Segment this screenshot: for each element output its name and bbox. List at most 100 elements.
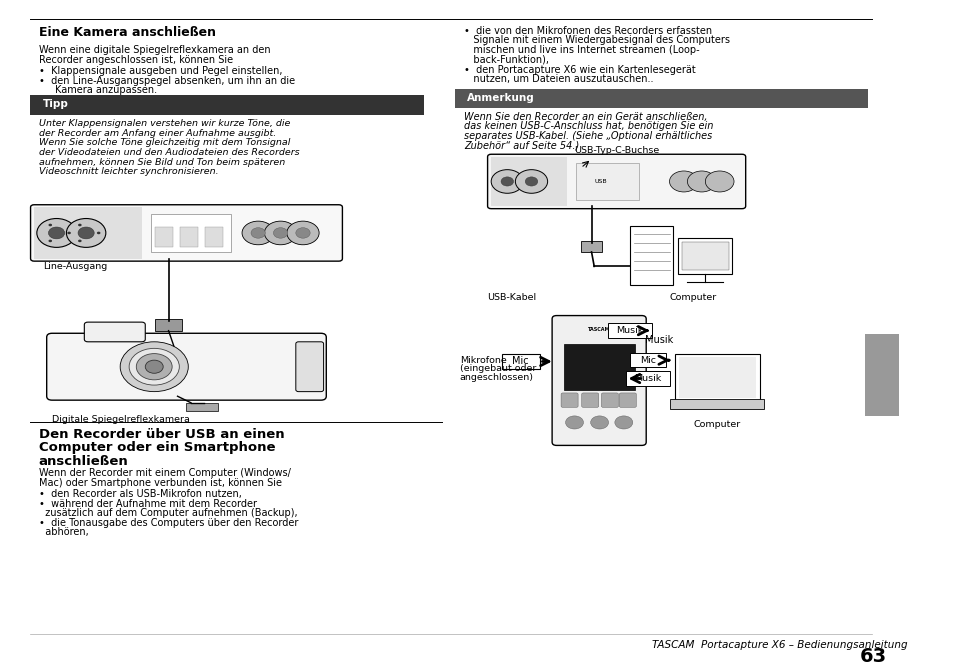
Text: Musik: Musik [634, 374, 661, 383]
Text: Wenn Sie den Recorder an ein Gerät anschließen,: Wenn Sie den Recorder an ein Gerät ansch… [464, 111, 707, 121]
Text: Computer: Computer [693, 421, 740, 429]
Text: •  die Tonausgabe des Computers über den Recorder: • die Tonausgabe des Computers über den … [38, 517, 297, 527]
Circle shape [614, 416, 632, 429]
Text: TASCAM: TASCAM [587, 327, 610, 331]
Circle shape [251, 227, 265, 238]
Circle shape [67, 219, 106, 248]
Text: USB-Typ-C-Buchse: USB-Typ-C-Buchse [574, 146, 659, 155]
FancyBboxPatch shape [30, 95, 423, 115]
FancyBboxPatch shape [151, 214, 231, 252]
Circle shape [274, 227, 288, 238]
Circle shape [68, 231, 71, 234]
FancyBboxPatch shape [205, 227, 223, 247]
Text: Computer oder ein Smartphone: Computer oder ein Smartphone [38, 442, 274, 454]
Text: •  den Recorder als USB-Mikrofon nutzen,: • den Recorder als USB-Mikrofon nutzen, [38, 488, 241, 499]
Text: Eine Kamera anschließen: Eine Kamera anschließen [38, 25, 215, 39]
Text: Wenn Sie solche Töne gleichzeitig mit dem Tonsignal: Wenn Sie solche Töne gleichzeitig mit de… [38, 138, 290, 147]
Text: das keinen USB-C-Anschluss hat, benötigen Sie ein: das keinen USB-C-Anschluss hat, benötige… [464, 121, 713, 132]
FancyBboxPatch shape [491, 157, 567, 206]
Circle shape [78, 223, 82, 226]
Circle shape [704, 171, 733, 192]
Circle shape [242, 221, 274, 245]
FancyBboxPatch shape [580, 242, 601, 252]
Text: aufnehmen, können Sie Bild und Ton beim späteren: aufnehmen, können Sie Bild und Ton beim … [38, 158, 285, 166]
Text: anschließen: anschließen [38, 455, 129, 468]
Circle shape [78, 240, 82, 242]
Circle shape [525, 177, 537, 186]
FancyBboxPatch shape [455, 89, 866, 108]
FancyBboxPatch shape [678, 238, 732, 274]
Circle shape [49, 240, 52, 242]
FancyBboxPatch shape [607, 323, 652, 338]
Circle shape [136, 354, 172, 380]
Text: mischen und live ins Internet streamen (Loop-: mischen und live ins Internet streamen (… [464, 45, 700, 55]
Text: TASCAM  Portacapture X6 – Bedienungsanleitung: TASCAM Portacapture X6 – Bedienungsanlei… [652, 640, 907, 650]
Text: Wenn eine digitale Spiegelreflexkamera an den: Wenn eine digitale Spiegelreflexkamera a… [38, 46, 270, 56]
Circle shape [295, 227, 310, 238]
Circle shape [590, 416, 608, 429]
Circle shape [49, 227, 65, 239]
FancyBboxPatch shape [563, 344, 634, 390]
Text: Videoschnitt leichter synchronisieren.: Videoschnitt leichter synchronisieren. [38, 167, 218, 176]
Text: Mic: Mic [639, 356, 656, 364]
FancyBboxPatch shape [552, 315, 645, 446]
Text: Musik: Musik [644, 336, 672, 346]
Text: Signale mit einem Wiedergabesignal des Computers: Signale mit einem Wiedergabesignal des C… [464, 36, 730, 46]
FancyBboxPatch shape [180, 227, 198, 247]
FancyBboxPatch shape [30, 205, 342, 261]
Text: Digitale Spiegelreflexkamera: Digitale Spiegelreflexkamera [52, 415, 190, 423]
Text: Line-Ausgang: Line-Ausgang [43, 262, 108, 272]
Text: Mac) oder Smartphone verbunden ist, können Sie: Mac) oder Smartphone verbunden ist, könn… [38, 478, 281, 488]
Text: Zubehör“ auf Seite 54.): Zubehör“ auf Seite 54.) [464, 141, 578, 151]
Text: Mic: Mic [512, 356, 529, 366]
FancyBboxPatch shape [581, 393, 598, 407]
Text: nutzen, um Dateien auszutauschen..: nutzen, um Dateien auszutauschen.. [464, 74, 653, 85]
Text: Musik: Musik [616, 326, 643, 335]
FancyBboxPatch shape [618, 393, 636, 407]
Text: Computer: Computer [669, 293, 716, 302]
Text: Den Recorder über USB an einen: Den Recorder über USB an einen [38, 427, 284, 441]
Circle shape [491, 170, 523, 193]
Text: der Videodateien und den Audiodateien des Recorders: der Videodateien und den Audiodateien de… [38, 148, 299, 157]
Text: •  während der Aufnahme mit dem Recorder: • während der Aufnahme mit dem Recorder [38, 499, 256, 509]
Circle shape [669, 171, 698, 192]
FancyBboxPatch shape [629, 353, 665, 367]
Text: USB: USB [594, 179, 606, 184]
Text: Kamera anzupassen.: Kamera anzupassen. [54, 85, 156, 95]
Circle shape [515, 170, 547, 193]
FancyBboxPatch shape [155, 227, 172, 247]
Text: separates USB-Kabel. (Siehe „Optional erhältliches: separates USB-Kabel. (Siehe „Optional er… [464, 131, 712, 141]
Text: Recorder angeschlossen ist, können Sie: Recorder angeschlossen ist, können Sie [38, 54, 233, 64]
FancyBboxPatch shape [681, 242, 728, 270]
FancyBboxPatch shape [155, 319, 182, 331]
FancyBboxPatch shape [501, 354, 539, 369]
Text: abhören,: abhören, [38, 527, 89, 537]
FancyBboxPatch shape [487, 154, 745, 209]
Text: Tipp: Tipp [43, 99, 69, 109]
FancyBboxPatch shape [625, 371, 670, 386]
Text: Unter Klappensignalen verstehen wir kurze Töne, die: Unter Klappensignalen verstehen wir kurz… [38, 119, 290, 128]
Text: zusätzlich auf dem Computer aufnehmen (Backup),: zusätzlich auf dem Computer aufnehmen (B… [38, 508, 297, 518]
Circle shape [500, 177, 513, 186]
Circle shape [687, 171, 716, 192]
FancyBboxPatch shape [34, 207, 142, 258]
FancyBboxPatch shape [670, 399, 763, 409]
Circle shape [145, 360, 163, 373]
FancyBboxPatch shape [629, 225, 673, 285]
Text: •  Klappensignale ausgeben und Pegel einstellen,: • Klappensignale ausgeben und Pegel eins… [38, 66, 282, 76]
Text: Anmerkung: Anmerkung [466, 93, 535, 103]
Text: •  die von den Mikrofonen des Recorders erfassten: • die von den Mikrofonen des Recorders e… [464, 25, 712, 36]
Text: 63: 63 [859, 647, 885, 666]
FancyBboxPatch shape [674, 354, 760, 401]
Circle shape [37, 219, 76, 248]
FancyBboxPatch shape [576, 164, 639, 199]
Text: •  den Portacapture X6 wie ein Kartenlesegerät: • den Portacapture X6 wie ein Kartenlese… [464, 64, 696, 74]
Circle shape [49, 223, 52, 226]
Text: Mikrofone: Mikrofone [459, 356, 506, 364]
Circle shape [129, 348, 179, 385]
Bar [864, 334, 898, 416]
Text: back-Funktion),: back-Funktion), [464, 55, 549, 65]
Circle shape [78, 227, 94, 239]
FancyBboxPatch shape [600, 393, 618, 407]
Circle shape [97, 231, 100, 234]
